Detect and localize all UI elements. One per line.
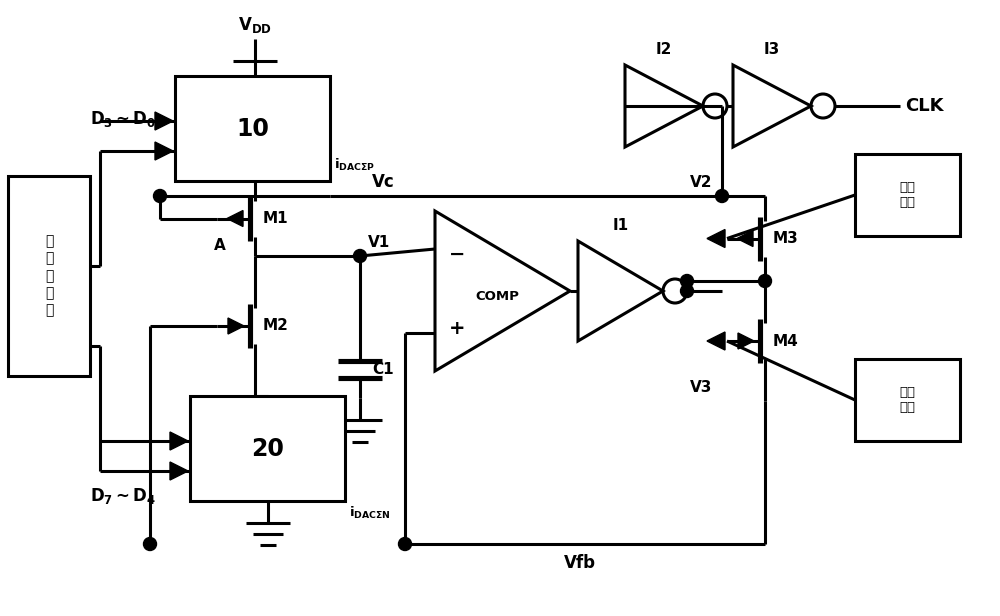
Text: $\mathbf{i_{DAC\Sigma N}}$: $\mathbf{i_{DAC\Sigma N}}$ (349, 505, 391, 521)
Circle shape (144, 538, 157, 551)
Text: 电
流
源
产
生: 电 流 源 产 生 (45, 235, 53, 318)
Circle shape (680, 275, 693, 288)
Text: COMP: COMP (476, 290, 519, 302)
Text: +: + (449, 318, 465, 338)
Text: −: − (449, 245, 465, 264)
Polygon shape (707, 230, 725, 248)
Polygon shape (227, 211, 243, 227)
Text: A: A (214, 238, 226, 253)
Text: Vfb: Vfb (564, 554, 596, 572)
Text: I3: I3 (764, 42, 780, 57)
Text: $\mathbf{V_{DD}}$: $\mathbf{V_{DD}}$ (238, 15, 272, 35)
Text: M4: M4 (773, 333, 799, 349)
Polygon shape (228, 318, 244, 334)
Text: V2: V2 (690, 175, 712, 190)
Polygon shape (738, 333, 754, 349)
Text: I2: I2 (656, 42, 672, 57)
Text: $\mathbf{D_7 \sim D_4}$: $\mathbf{D_7 \sim D_4}$ (90, 486, 156, 506)
Bar (190, 396, 345, 501)
Text: 20: 20 (251, 437, 284, 461)
Text: CLK: CLK (905, 97, 943, 115)
Bar (175, 76, 330, 181)
Text: 10: 10 (236, 116, 269, 140)
Text: M2: M2 (263, 318, 289, 333)
Circle shape (716, 190, 728, 203)
Text: M3: M3 (773, 231, 799, 246)
Text: I1: I1 (612, 218, 629, 233)
Text: 带隙
基准: 带隙 基准 (900, 181, 916, 209)
Text: 带隙
基准: 带隙 基准 (900, 386, 916, 414)
Polygon shape (170, 462, 188, 480)
Circle shape (354, 249, 367, 262)
Polygon shape (155, 112, 173, 130)
Text: M1: M1 (263, 211, 289, 226)
Circle shape (398, 538, 412, 551)
Circle shape (154, 190, 167, 203)
Text: $\mathbf{D_3 \sim D_0}$: $\mathbf{D_3 \sim D_0}$ (90, 109, 156, 129)
Polygon shape (170, 432, 188, 450)
Text: C1: C1 (372, 362, 394, 378)
Bar (8, 176, 90, 376)
Polygon shape (737, 230, 753, 246)
Bar (855, 359, 960, 441)
Circle shape (680, 285, 693, 298)
Text: Vc: Vc (372, 173, 395, 191)
Polygon shape (707, 332, 725, 350)
Text: V1: V1 (368, 235, 390, 250)
Text: V3: V3 (690, 380, 712, 395)
Bar (855, 154, 960, 236)
Polygon shape (155, 142, 173, 160)
Circle shape (759, 275, 772, 288)
Text: $\mathbf{i_{DAC\Sigma P}}$: $\mathbf{i_{DAC\Sigma P}}$ (334, 157, 375, 173)
